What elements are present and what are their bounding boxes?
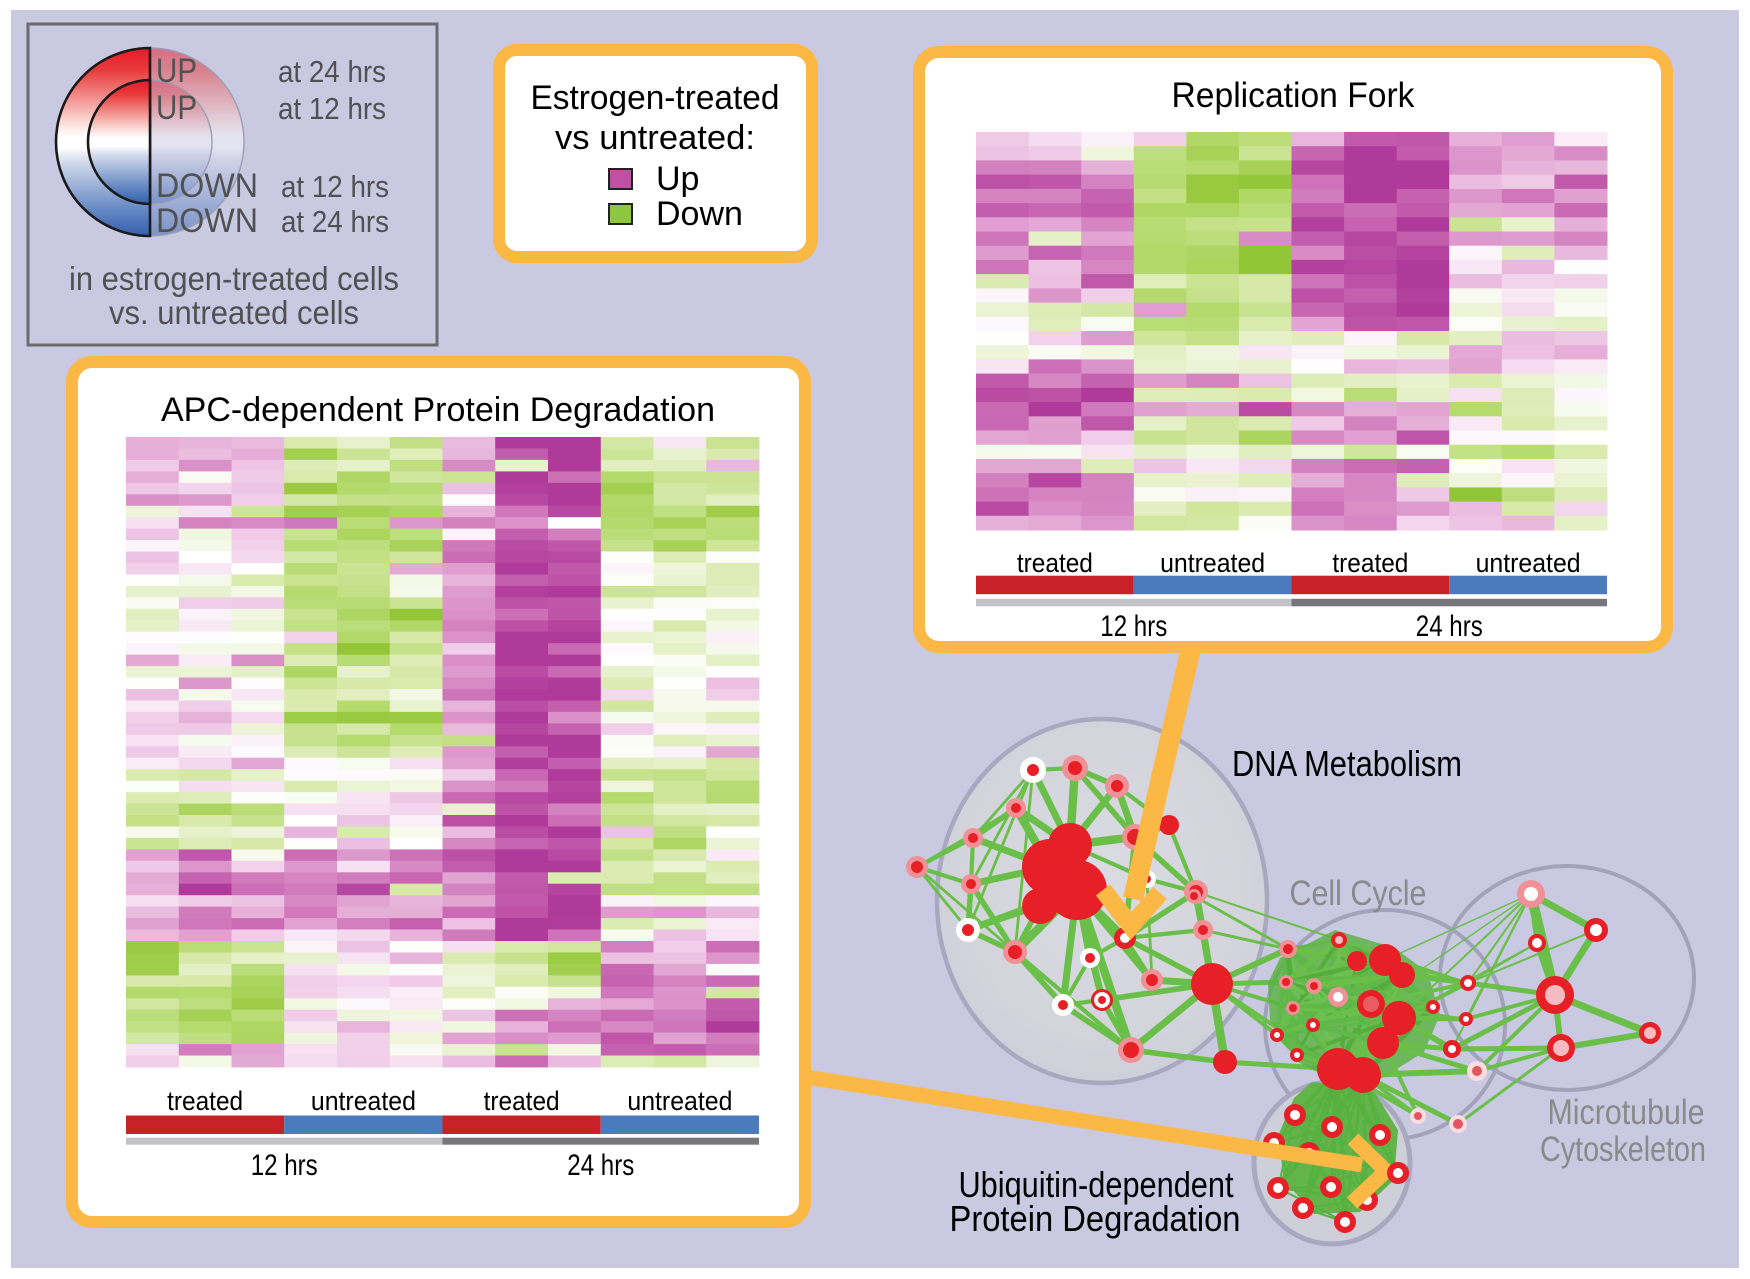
- svg-text:12 hrs: 12 hrs: [251, 1149, 318, 1182]
- svg-text:treated: treated: [1332, 548, 1408, 578]
- svg-text:at 12 hrs: at 12 hrs: [281, 169, 389, 204]
- svg-text:Up: Up: [656, 160, 699, 198]
- svg-text:APC-dependent Protein Degradat: APC-dependent Protein Degradation: [161, 391, 715, 429]
- svg-text:vs untreated:: vs untreated:: [555, 119, 755, 157]
- svg-text:Cytoskeleton: Cytoskeleton: [1540, 1130, 1706, 1169]
- svg-text:untreated: untreated: [1476, 548, 1581, 578]
- svg-text:Down: Down: [656, 195, 743, 233]
- svg-text:at 24 hrs: at 24 hrs: [278, 54, 386, 89]
- svg-text:DOWN: DOWN: [156, 167, 258, 205]
- svg-text:DNA Metabolism: DNA Metabolism: [1232, 743, 1462, 784]
- svg-text:Replication Fork: Replication Fork: [1172, 76, 1415, 115]
- svg-text:at 24 hrs: at 24 hrs: [281, 204, 389, 239]
- svg-text:in estrogen-treated cells: in estrogen-treated cells: [69, 260, 399, 297]
- svg-text:Estrogen-treated: Estrogen-treated: [531, 79, 780, 117]
- svg-text:untreated: untreated: [311, 1086, 416, 1116]
- svg-text:UP: UP: [156, 52, 197, 90]
- svg-text:treated: treated: [1017, 548, 1093, 578]
- svg-text:untreated: untreated: [627, 1086, 732, 1116]
- svg-text:24 hrs: 24 hrs: [1416, 610, 1483, 643]
- svg-text:12 hrs: 12 hrs: [1100, 610, 1167, 643]
- svg-text:treated: treated: [484, 1086, 560, 1116]
- svg-text:24 hrs: 24 hrs: [567, 1149, 634, 1182]
- svg-text:Cell Cycle: Cell Cycle: [1290, 874, 1427, 913]
- svg-text:Microtubule: Microtubule: [1548, 1093, 1705, 1132]
- svg-text:Ubiquitin-dependent: Ubiquitin-dependent: [959, 1164, 1234, 1205]
- svg-text:vs. untreated cells: vs. untreated cells: [109, 294, 359, 331]
- svg-text:treated: treated: [167, 1086, 243, 1116]
- svg-text:at 12 hrs: at 12 hrs: [278, 91, 386, 126]
- svg-text:Protein Degradation: Protein Degradation: [950, 1198, 1241, 1239]
- svg-text:DOWN: DOWN: [156, 202, 258, 240]
- svg-text:untreated: untreated: [1160, 548, 1265, 578]
- svg-text:UP: UP: [156, 89, 197, 127]
